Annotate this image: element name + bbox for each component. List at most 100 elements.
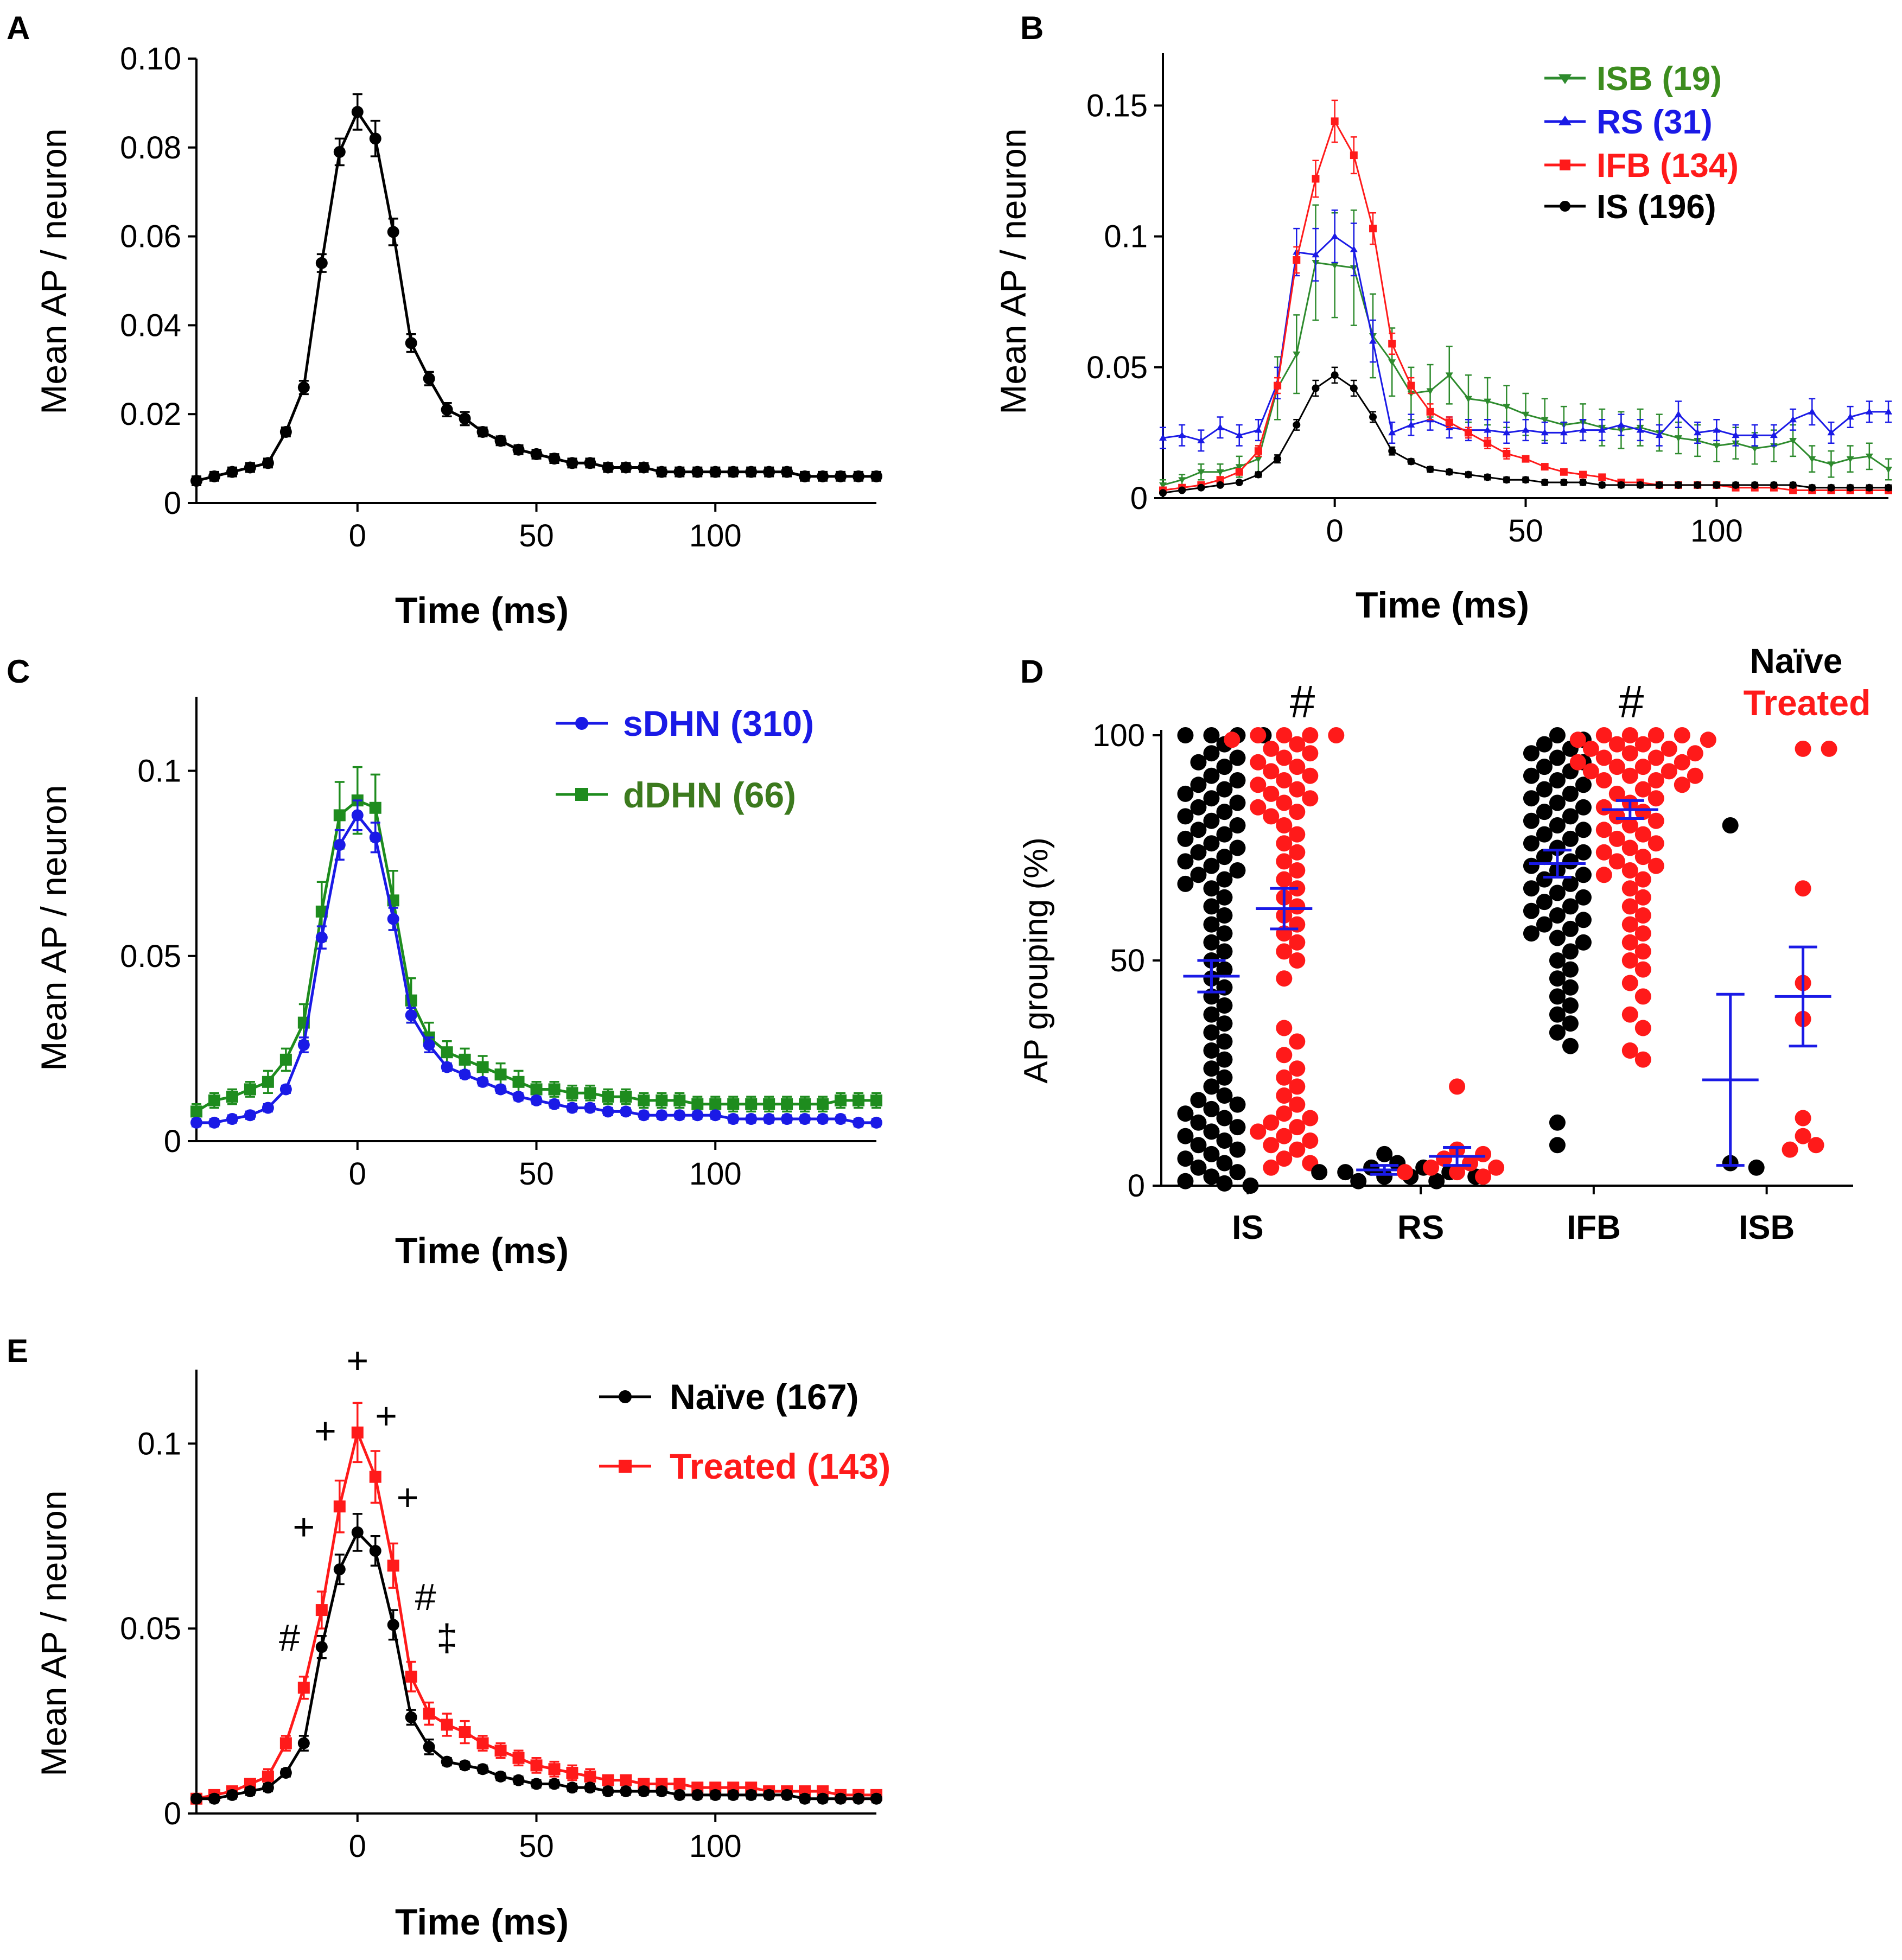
panel-d-data-point [1569,731,1586,748]
panel-c-x-label: Time (ms) [395,1230,569,1271]
panel-b-data-point [1369,225,1377,233]
panel-e-data-point [262,1781,274,1794]
panel-a-y-label: Mean AP / neuron [34,128,74,414]
panel-d-data-point [1595,844,1612,861]
panel-b-x-label: Time (ms) [1356,584,1529,626]
panel-c: C 0 0.05 0.1 0 50 100 sDHN (310) dDHN (66) T… [7,653,882,1271]
panel-c-data-point [870,1116,882,1129]
panel-d-data-point [1216,1033,1233,1050]
panel-d-data-point [1575,799,1592,816]
panel-a-y-tick-label: 0 [164,486,181,521]
panel-a-data-point [387,226,399,238]
panel-b-data-point [1694,429,1702,436]
panel-d-data-point [1203,835,1220,852]
panel-d-data-point [1203,1024,1220,1041]
panel-a-data-point [548,453,561,465]
panel-d-data-point [1190,822,1207,838]
panel-letter-e: E [7,1333,28,1369]
panel-letter-b: B [1020,10,1044,46]
panel-d-data-point [1397,1164,1414,1181]
panel-d-data-point [1569,754,1586,771]
panel-e-data-point [584,1781,596,1794]
panel-c-axes [195,697,876,1142]
panel-d-data-point [1177,1128,1194,1144]
panel-b-data-point [1216,481,1224,489]
panel-d-data-point [1634,781,1651,798]
panel-d-data-point [1276,794,1293,811]
panel-b-data-point [1274,381,1282,390]
panel-d-data-point [1190,1137,1207,1154]
panel-e-data-point [476,1763,489,1776]
panel-e-data-point [387,1560,399,1572]
panel-e-data-point [315,1641,328,1653]
panel-b-data-point [1808,483,1816,492]
panel-d-data-point [1311,1164,1328,1181]
panel-b-axes [1162,53,1888,499]
panel-d-data-point [1549,988,1566,1005]
panel-d-data-point [1229,1164,1246,1181]
panel-d-group-ifb-treated [1569,727,1716,1068]
panel-d-sem-bar [1716,992,1745,1167]
panel-d-data-point [1289,898,1306,915]
panel-b-data-point [1789,486,1797,494]
panel-d-data-point [1216,759,1233,775]
panel-c-data-point [262,1076,274,1088]
panel-d-data-point [1216,826,1233,843]
panel-e-data-point [369,1471,381,1483]
panel-d-sem-bar [1370,1164,1399,1176]
panel-e-data-point [208,1792,220,1805]
panel-d-data-point [1621,934,1638,951]
panel-d-data-point [1523,857,1540,874]
panel-c-data-point [494,1068,507,1081]
panel-d-data-point [1289,844,1306,861]
panel-b-data-point [1674,410,1682,417]
panel-d-y-tick-label: 0 [1128,1168,1145,1204]
panel-a-data-point [369,132,381,145]
panel-d-data-point [1562,785,1579,802]
panel-c-data-point [512,1091,525,1103]
panel-b-data-point [1541,479,1549,487]
panel-d-data-point [1562,920,1579,937]
panel-d-data-point [1302,745,1319,762]
panel-d-data-point [1523,902,1540,919]
panel-e-data-point [351,1526,364,1538]
panel-c-data-point [530,1094,543,1106]
panel-d-data-point [1562,830,1579,847]
panel-d-data-point [1250,777,1267,793]
panel-b-data-point [1885,467,1892,473]
panel-d-data-point [1549,794,1566,811]
panel-b-y-tick-label: 0.15 [1086,88,1148,123]
panel-d-data-point [1216,907,1233,924]
panel-b-data-point [1846,413,1854,420]
panel-d-data-point [1276,943,1293,960]
panel-c-data-point [799,1098,811,1110]
panel-d-data-point [1562,853,1579,870]
panel-c-data-point [673,1094,686,1106]
panel-b-data-point [1464,429,1472,437]
panel-b-data-point [1178,477,1186,484]
panel-d-data-point [1523,925,1540,942]
panel-d-data-point [1428,1173,1445,1189]
panel-a-data-point [423,372,435,385]
panel-a-data-point [566,457,578,469]
panel-b-data-point [1197,483,1205,492]
panel-b-data-point [1312,251,1320,258]
panel-e-y-tick-label: 0.1 [137,1426,181,1461]
panel-a-data-point [691,466,704,478]
panel-e-data-point [566,1781,578,1794]
panel-d-data-point [1276,1047,1293,1064]
panel-d-data-point [1674,727,1690,743]
panel-d-data-point [1263,1159,1280,1176]
panel-c-data-point [566,1087,578,1099]
panel-d-data-point [1216,871,1233,888]
panel-d-data-point [1363,1159,1380,1176]
panel-d-data-point [1634,826,1651,843]
panel-b-data-point [1846,456,1854,463]
panel-d-data-point [1216,1087,1233,1104]
panel-d-data-point [1216,925,1233,942]
panel-c-data-point [476,1061,489,1073]
panel-b-data-point [1484,473,1492,481]
panel-b-y-tick-label: 0.05 [1086,350,1148,385]
panel-b-data-point [1503,429,1511,436]
panel-d-data-point [1203,934,1220,951]
